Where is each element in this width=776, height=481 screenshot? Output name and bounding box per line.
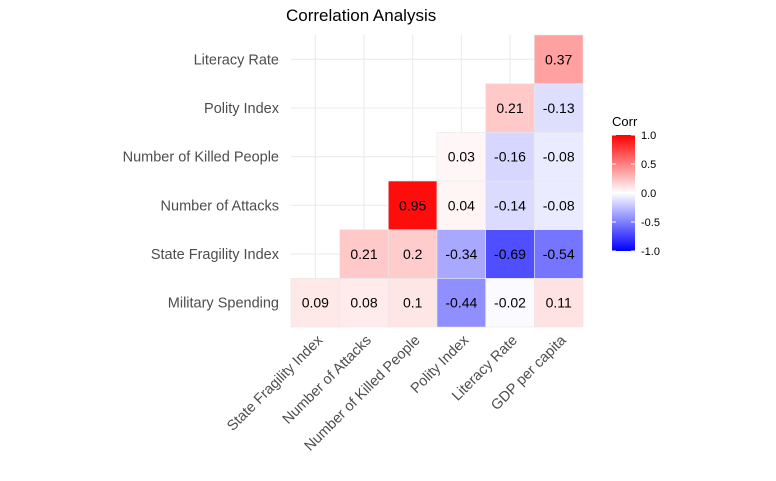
legend-tick-label: 1.0 — [641, 130, 656, 142]
legend-colorbar — [612, 135, 635, 251]
legend-tick-label: -0.5 — [641, 217, 660, 229]
chart-title: Correlation Analysis — [286, 6, 436, 25]
cell-value-label: -0.69 — [494, 246, 526, 262]
cell-value-label: 0.95 — [399, 197, 426, 213]
cell-value-label: -0.02 — [494, 295, 526, 311]
heatmap-cell — [485, 180, 535, 230]
cell-value-label: 0.03 — [448, 149, 475, 165]
cell-value-label: 0.09 — [302, 295, 329, 311]
heatmap-cell — [436, 132, 486, 182]
legend-title: Corr — [612, 114, 638, 129]
y-tick-label: Number of Attacks — [161, 198, 279, 214]
cell-value-label: -0.54 — [543, 246, 575, 262]
cell-value-label: -0.08 — [543, 149, 575, 165]
cell-value-label: 0.37 — [545, 51, 572, 67]
y-tick-label: Number of Killed People — [123, 150, 279, 166]
cell-value-label: -0.13 — [543, 100, 575, 116]
cell-value-label: 0.21 — [350, 246, 377, 262]
cell-value-label: 0.08 — [350, 295, 377, 311]
cell-value-label: 0.1 — [403, 295, 423, 311]
heatmap-cell — [534, 229, 584, 279]
heatmap-cells: 0.09 0.08 0.1 -0.44 -0.02 0.11 0.21 0.2 -0.34 -0.… — [290, 34, 584, 328]
y-tick-label: Military Spending — [168, 296, 279, 312]
y-tick-label: Polity Index — [204, 101, 280, 117]
cell-value-label: 0.04 — [448, 197, 475, 213]
heatmap-cell — [388, 180, 438, 230]
heatmap-cell — [534, 180, 584, 230]
cell-value-label: -0.14 — [494, 197, 526, 213]
y-tick-label: State Fragility Index — [151, 247, 280, 263]
legend-tick-label: -1.0 — [641, 246, 660, 258]
cell-value-label: -0.16 — [494, 149, 526, 165]
legend: Corr 1.0 0.5 0.0 -0.5 -1.0 — [612, 114, 660, 258]
x-tick-label: State Fragility Index — [224, 332, 326, 434]
cell-value-label: 0.21 — [496, 100, 523, 116]
heatmap-cell — [534, 132, 584, 182]
heatmap-cell — [534, 34, 584, 84]
cell-value-label: -0.08 — [543, 197, 575, 213]
y-axis-tick-labels: Military Spending State Fragility Index Nu… — [123, 52, 280, 311]
heatmap-cell — [339, 229, 389, 279]
legend-tick-label: 0.0 — [641, 188, 656, 200]
heatmap-cell — [290, 278, 340, 328]
heatmap-cell — [436, 180, 486, 230]
cell-value-label: -0.34 — [445, 246, 477, 262]
x-tick-label: Number of Attacks — [280, 333, 375, 428]
heatmap-cell — [485, 278, 535, 328]
cell-value-label: 0.2 — [403, 246, 423, 262]
cell-value-label: -0.44 — [445, 295, 477, 311]
y-tick-label: Literacy Rate — [194, 52, 279, 68]
heatmap-cell — [485, 229, 535, 279]
heatmap-cell — [534, 83, 584, 133]
heatmap-cell — [534, 278, 584, 328]
cell-value-label: 0.11 — [546, 295, 572, 311]
heatmap-cell — [485, 132, 535, 182]
legend-tick-label: 0.5 — [641, 159, 656, 171]
